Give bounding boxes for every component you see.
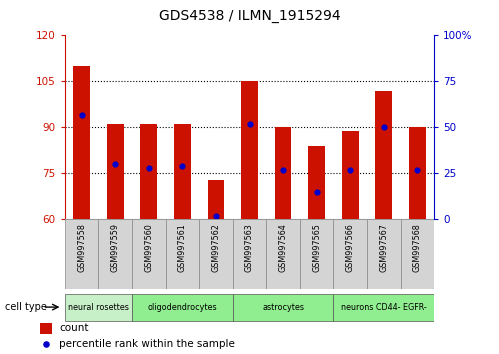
Text: GSM997564: GSM997564	[278, 223, 287, 272]
Text: GSM997568: GSM997568	[413, 223, 422, 272]
Text: GSM997562: GSM997562	[212, 223, 221, 272]
Bar	[367, 219, 401, 289]
Bar	[107, 124, 124, 219]
Point	[279, 167, 287, 173]
Bar	[208, 179, 225, 219]
Bar	[140, 124, 157, 219]
Text: GSM997561: GSM997561	[178, 223, 187, 272]
Text: neural rosettes: neural rosettes	[68, 303, 129, 312]
Text: GSM997559: GSM997559	[111, 223, 120, 272]
Point	[78, 112, 86, 118]
Bar	[401, 219, 434, 289]
Bar	[333, 293, 434, 321]
Bar	[65, 219, 98, 289]
Text: GSM997558: GSM997558	[77, 223, 86, 272]
Bar	[199, 219, 233, 289]
Bar	[40, 322, 52, 334]
Point	[313, 189, 321, 195]
Point	[380, 125, 388, 130]
Text: astrocytes: astrocytes	[262, 303, 304, 312]
Bar	[300, 219, 333, 289]
Bar	[241, 81, 258, 219]
Text: GSM997566: GSM997566	[346, 223, 355, 272]
Bar	[174, 124, 191, 219]
Bar	[308, 146, 325, 219]
Point	[413, 167, 421, 173]
Point	[111, 161, 119, 167]
Text: percentile rank within the sample: percentile rank within the sample	[59, 339, 235, 349]
Text: GSM997563: GSM997563	[245, 223, 254, 272]
Bar	[132, 219, 166, 289]
Point	[246, 121, 253, 127]
Bar	[342, 131, 359, 219]
Bar	[333, 219, 367, 289]
Bar	[274, 127, 291, 219]
Bar	[233, 219, 266, 289]
Text: count: count	[59, 323, 89, 333]
Point	[145, 165, 153, 171]
Text: GSM997567: GSM997567	[379, 223, 388, 272]
Bar	[409, 127, 426, 219]
Point	[178, 163, 186, 169]
Bar	[65, 293, 132, 321]
Text: neurons CD44- EGFR-: neurons CD44- EGFR-	[341, 303, 427, 312]
Bar	[233, 293, 333, 321]
Bar	[132, 293, 233, 321]
Point	[42, 341, 50, 347]
Text: cell type: cell type	[5, 302, 47, 312]
Bar	[98, 219, 132, 289]
Bar	[375, 91, 392, 219]
Bar	[166, 219, 199, 289]
Point	[212, 213, 220, 219]
Bar	[266, 219, 300, 289]
Text: GSM997565: GSM997565	[312, 223, 321, 272]
Bar	[73, 66, 90, 219]
Text: oligodendrocytes: oligodendrocytes	[148, 303, 217, 312]
Text: GSM997560: GSM997560	[144, 223, 153, 272]
Point	[346, 167, 354, 173]
Text: GDS4538 / ILMN_1915294: GDS4538 / ILMN_1915294	[159, 9, 340, 23]
